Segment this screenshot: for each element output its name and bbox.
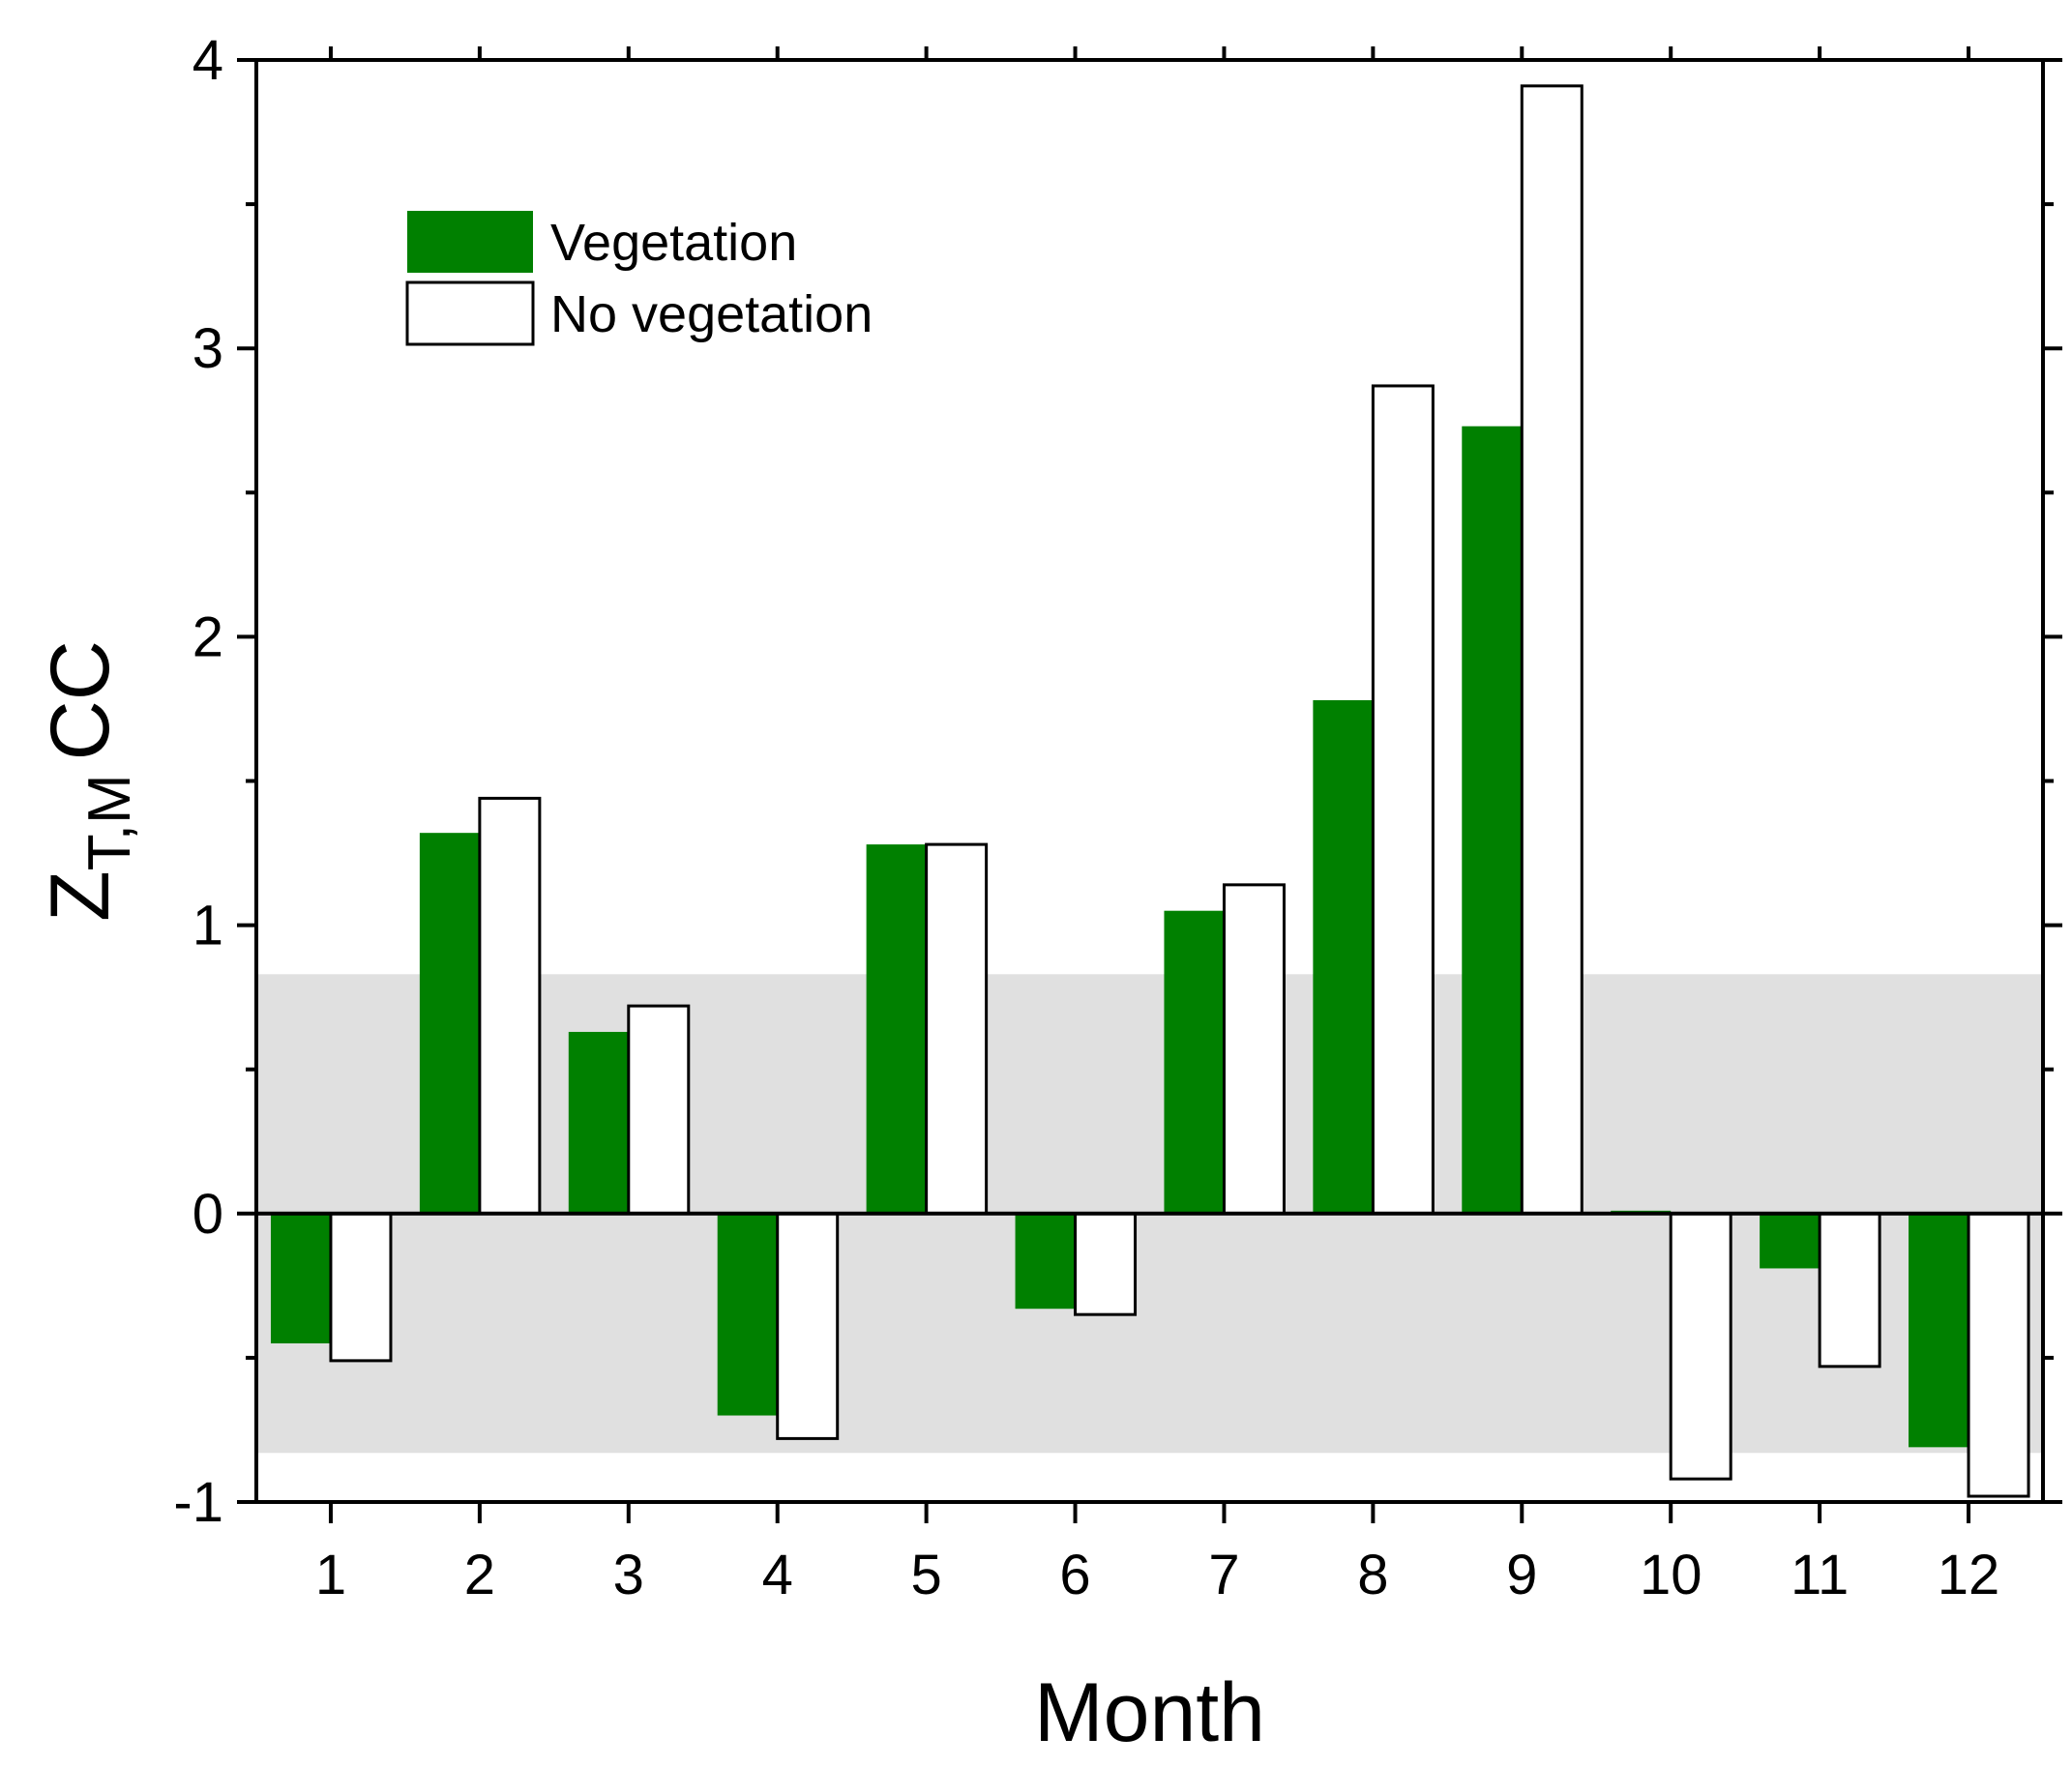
- bar-no-vegetation-5: [925, 842, 989, 1216]
- bar-no-vegetation-10: [1669, 1212, 1732, 1481]
- bar-no-vegetation-2: [478, 796, 542, 1216]
- x-tick-label: 7: [1208, 1544, 1239, 1606]
- y-tick-label: 1: [192, 895, 223, 957]
- y-axis-title-suffix: CC: [34, 640, 127, 760]
- legend-swatch-vegetation: [407, 211, 533, 273]
- bar-no-vegetation-3: [627, 1004, 691, 1216]
- x-tick-label: 12: [1938, 1544, 2000, 1606]
- y-axis-title-main: Z: [34, 870, 127, 922]
- x-tick-label: 5: [910, 1544, 941, 1606]
- legend-label-vegetation: Vegetation: [550, 214, 797, 272]
- bar-no-vegetation-1: [329, 1212, 393, 1363]
- x-tick-label: 4: [762, 1544, 793, 1606]
- y-axis-title: ZT,M CC: [34, 640, 143, 922]
- y-tick-label: 0: [192, 1183, 223, 1246]
- x-tick-label: 8: [1357, 1544, 1388, 1606]
- legend-label-no-vegetation: No vegetation: [550, 285, 873, 343]
- bar-no-vegetation-8: [1371, 384, 1435, 1216]
- bar-no-vegetation-6: [1074, 1212, 1138, 1316]
- y-tick-label: 4: [192, 29, 223, 92]
- bar-vegetation-4: [717, 1213, 778, 1416]
- bar-vegetation-9: [1462, 426, 1523, 1214]
- bar-no-vegetation-4: [776, 1212, 840, 1440]
- bar-vegetation-2: [419, 833, 480, 1214]
- bar-no-vegetation-12: [1967, 1212, 2030, 1498]
- bar-vegetation-5: [866, 844, 927, 1214]
- x-tick-label: 9: [1506, 1544, 1537, 1606]
- x-tick-label: 1: [315, 1544, 346, 1606]
- bar-no-vegetation-9: [1520, 84, 1584, 1216]
- bar-no-vegetation-11: [1818, 1212, 1881, 1369]
- bar-vegetation-12: [1909, 1213, 1969, 1448]
- bar-vegetation-11: [1760, 1213, 1820, 1269]
- x-tick-label: 11: [1791, 1544, 1849, 1606]
- x-tick-label: 2: [464, 1544, 495, 1606]
- x-axis-title: Month: [1034, 1666, 1265, 1759]
- bar-no-vegetation-7: [1222, 883, 1286, 1216]
- x-tick-label: 10: [1640, 1544, 1702, 1606]
- bar-vegetation-1: [270, 1213, 331, 1343]
- legend-swatch-no-vegetation: [405, 280, 535, 346]
- y-tick-label: -1: [173, 1471, 223, 1534]
- x-tick-label: 3: [613, 1544, 644, 1606]
- y-tick-label: 3: [192, 317, 223, 380]
- bar-vegetation-6: [1015, 1213, 1076, 1310]
- y-axis-title-subscript: T,M: [76, 774, 143, 870]
- x-tick-label: 6: [1059, 1544, 1090, 1606]
- bar-vegetation-8: [1313, 700, 1374, 1214]
- bar-vegetation-7: [1164, 910, 1225, 1214]
- bar-vegetation-3: [568, 1031, 629, 1214]
- y-tick-label: 2: [192, 605, 223, 668]
